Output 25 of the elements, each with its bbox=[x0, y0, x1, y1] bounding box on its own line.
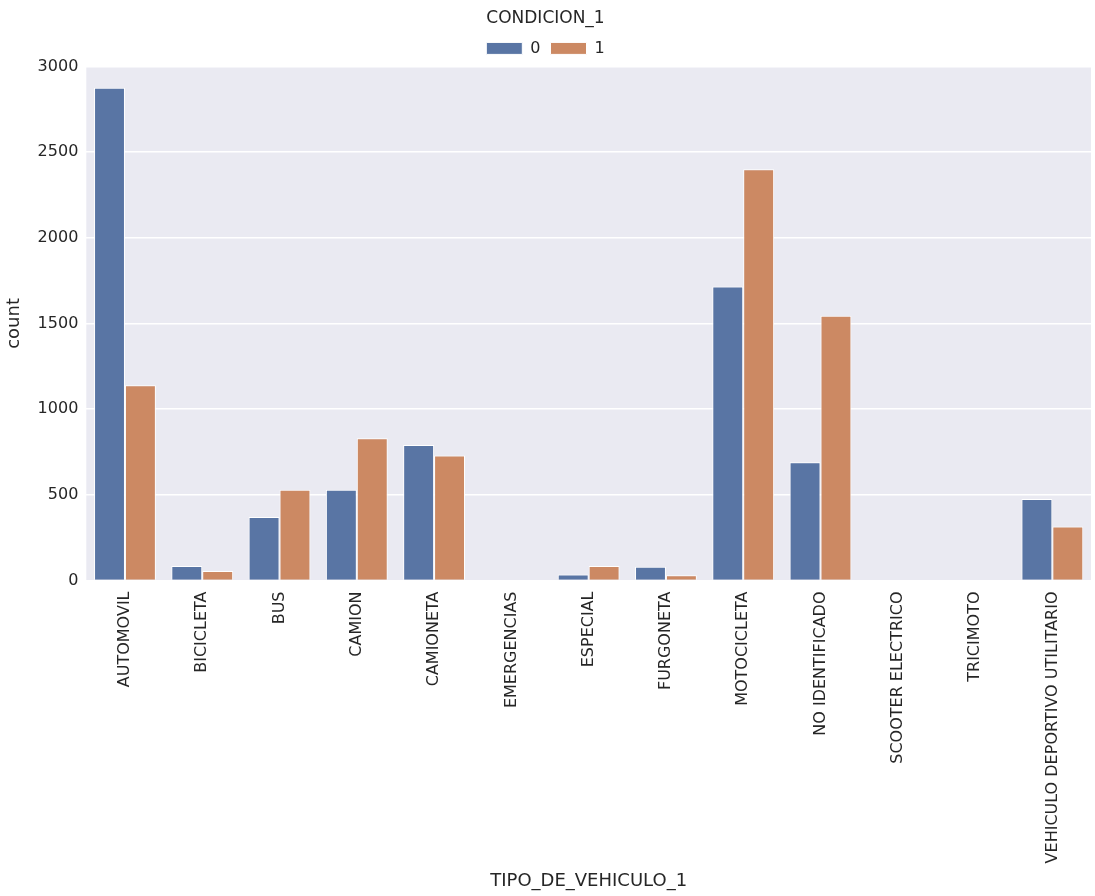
x-axis-title: TIPO_DE_VEHICULO_1 bbox=[489, 868, 688, 891]
y-tick-label: 1500 bbox=[37, 312, 79, 332]
x-tick-label: VEHICULO DEPORTIVO UTILITARIO bbox=[1041, 591, 1061, 864]
x-tick-label: CAMION bbox=[345, 591, 365, 657]
x-tick-label: SCOOTER ELECTRICO bbox=[886, 591, 906, 764]
x-tick-label: BICICLETA bbox=[191, 591, 211, 673]
y-tick-label: 3000 bbox=[37, 55, 79, 75]
legend-title: CONDICION_1 bbox=[486, 6, 605, 28]
x-tick-label: CAMIONETA bbox=[423, 591, 443, 687]
y-tick-label: 2000 bbox=[37, 226, 79, 246]
legend-label: 0 bbox=[530, 37, 541, 57]
x-tick-label: AUTOMOVIL bbox=[114, 591, 134, 688]
x-tick-label: TRICIMOTO bbox=[964, 591, 984, 683]
x-tick-label: NO IDENTIFICADO bbox=[809, 591, 829, 736]
x-tick-label: BUS bbox=[268, 591, 288, 625]
y-tick-label: 1000 bbox=[37, 398, 79, 418]
x-tick-label: ESPECIAL bbox=[577, 591, 597, 668]
x-tick-label: EMERGENCIAS bbox=[500, 591, 520, 709]
y-tick-label: 0 bbox=[68, 569, 79, 589]
x-tick-label: FURGONETA bbox=[655, 591, 675, 691]
y-tick-label: 2500 bbox=[37, 141, 79, 161]
y-axis-title: count bbox=[2, 298, 24, 349]
x-tick-label: MOTOCICLETA bbox=[732, 591, 752, 706]
y-tick-label: 500 bbox=[47, 483, 79, 503]
legend-label: 1 bbox=[594, 37, 605, 57]
